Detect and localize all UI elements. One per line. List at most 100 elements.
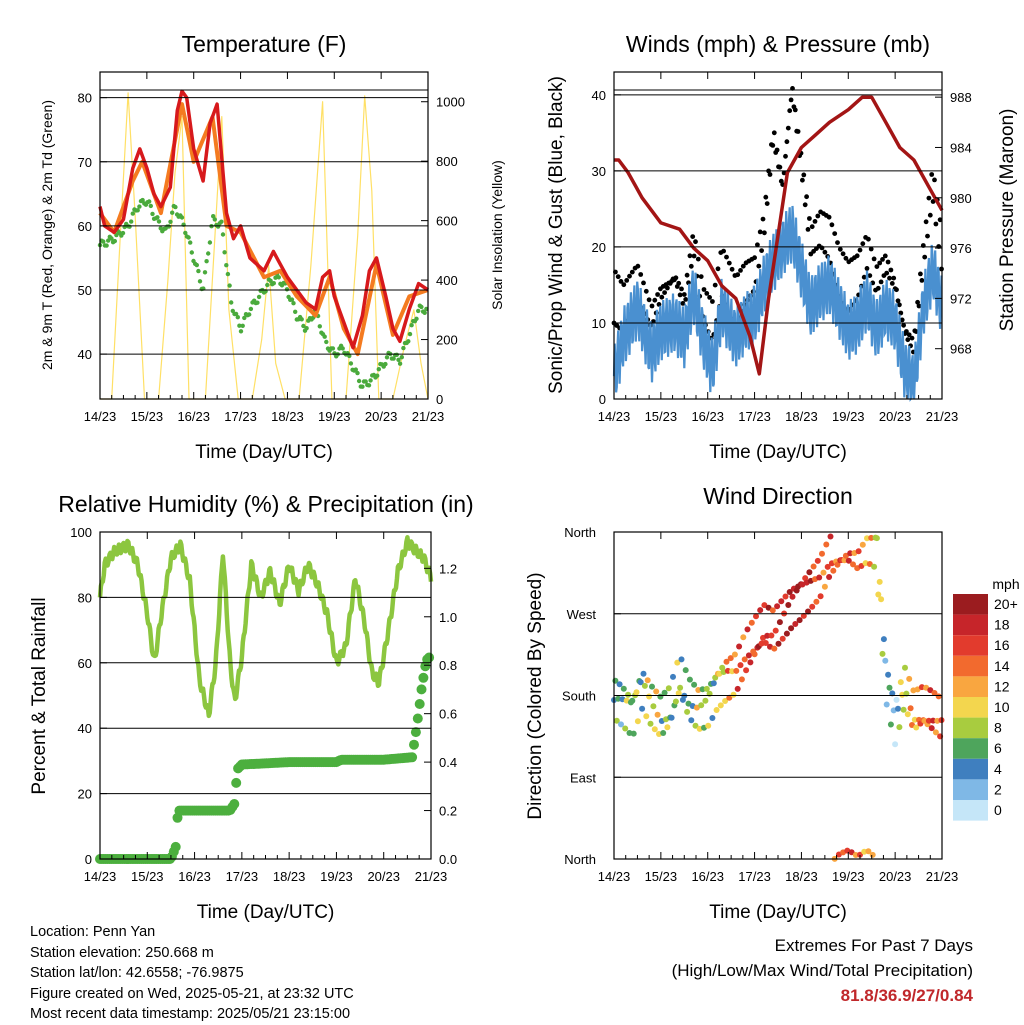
extremes-values: 81.8/36.9/27/0.84 [840,986,973,1005]
gust-point [897,302,902,308]
dewpoint-point [255,300,260,305]
direction-point [813,598,820,605]
dewpoint-point [238,329,244,334]
direction-point [643,713,650,720]
gust-point [652,297,658,303]
wind-y2-tick-label: 976 [950,241,972,256]
gust-point [756,263,762,269]
gust-point [729,266,735,272]
gust-point [615,274,621,280]
dewpoint-point [301,323,306,329]
dewpoint-point [106,238,111,243]
gust-point [783,153,788,159]
gust-point [868,246,874,252]
direction-point [858,563,865,569]
direction-point [726,694,733,701]
gust-point [781,170,787,176]
direction-tick-label: North [564,852,596,867]
dewpoint-point [225,271,231,277]
rh-x-tick-label: 14/23 [84,869,117,884]
dewpoint-point [233,311,239,317]
temperature-xlabel: Time (Day/UTC) [195,442,333,463]
direction-point [886,684,893,691]
gust-point [698,274,704,279]
dewpoint-point [207,240,213,245]
gust-point [770,143,776,148]
precip-point [231,777,242,788]
direction-point [768,632,775,639]
gust-point [937,217,943,223]
dewpoint-point [289,297,295,302]
dewpoint-point [202,270,208,275]
direction-point [805,608,811,615]
gust-point [826,214,832,220]
gust-point [662,290,667,295]
wind-y-tick-label: 20 [592,240,606,255]
gust-point [673,275,679,281]
direction-point [717,702,724,709]
dewpoint-point [416,308,421,314]
direction-point [660,730,667,736]
precip-point [407,752,418,763]
dewpoint-point [324,339,329,345]
colorbar-swatch [953,800,988,821]
wind-x-tick-label: 17/23 [738,409,771,424]
gust-point [688,263,694,269]
gust-point [724,254,729,260]
temperature-panel [97,89,429,400]
direction-point [927,687,934,694]
gust-point [860,241,866,247]
winds-title: Winds (mph) & Pressure (mb) [626,31,930,57]
gust-point [643,288,649,294]
dewpoint-point [366,383,372,388]
direction-point [868,534,875,541]
direction-point [913,724,920,731]
dewpoint-point [242,315,247,321]
gust-point [888,267,894,273]
colorbar-swatch [953,738,988,759]
precip-point [418,672,429,683]
gust-point [757,229,763,235]
gust-point [930,199,936,204]
precip-point [170,841,181,852]
gust-point [767,172,773,177]
rh-line [97,535,434,719]
temperature-ylabel-right: Solar Insolation (Yellow) [489,160,505,310]
temp-y2-tick-label: 0 [436,392,443,407]
gust-point [788,97,794,103]
direction-point [654,711,661,718]
dewpoint-point [401,345,406,351]
temperature-ylabel-left: 2m & 9m T (Red, Orange) & 2m Td (Green) [39,100,55,370]
winds-ylabel-right: Station Pressure (Maroon) [997,109,1018,332]
dewpoint-point [235,315,240,320]
direction-point [734,685,741,692]
direction-point [935,693,942,700]
dewpoint-point [220,232,226,237]
gust-point [880,257,885,262]
direction-point [741,656,748,663]
temp-x-tick-label: 21/23 [412,409,445,424]
gust-point [843,255,849,261]
gust-point [787,108,793,114]
colorbar-swatch [953,635,988,656]
direction-point [788,625,795,632]
gust-point [659,294,665,300]
rh-y2-tick-label: 0.8 [439,658,457,673]
dewpoint-point [147,199,152,204]
direction-point [674,659,681,666]
direction-point [618,721,624,728]
gust-point [784,139,790,145]
wind-x-tick-label: 16/23 [691,409,724,424]
dewpoint-point [130,211,135,216]
gust-point [809,224,815,230]
temp-x-tick-label: 18/23 [271,409,304,424]
dewpoint-point [293,309,298,314]
direction-point [668,714,675,721]
gust-point [918,271,923,277]
direction-point [782,593,789,600]
dewpoint-point [265,282,270,288]
direction-point [810,563,817,570]
direction-point [646,693,653,700]
info-latlon: Station lat/lon: 42.6558; -76.9875 [30,965,244,981]
direction-point [722,698,729,704]
